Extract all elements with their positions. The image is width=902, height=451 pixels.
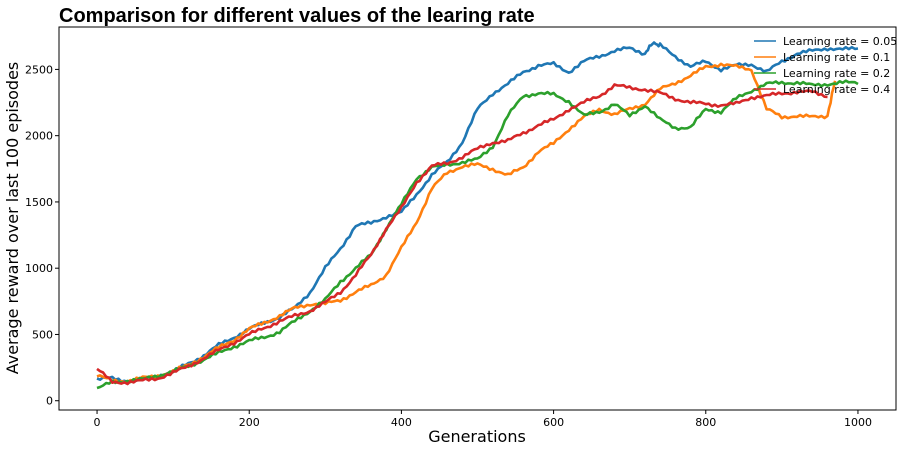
y-tick-label: 2500 [25, 63, 53, 76]
legend-label: Learning rate = 0.2 [783, 67, 890, 80]
y-axis-label: Average reward over last 100 episodes [3, 62, 22, 375]
x-tick-label: 400 [391, 416, 412, 429]
series-line [96, 62, 837, 384]
series-line [96, 83, 828, 386]
series-line [96, 79, 859, 390]
y-tick-label: 1000 [25, 262, 53, 275]
chart-title: Comparison for different values of the l… [59, 5, 535, 27]
x-tick-label: 800 [695, 416, 716, 429]
x-tick-label: 600 [543, 416, 564, 429]
x-axis: 0 200 400 600 800 1000 [94, 410, 872, 429]
series-line [96, 41, 859, 384]
x-tick-label: 200 [239, 416, 260, 429]
plot-frame [58, 26, 897, 411]
x-axis-label: Generations [428, 427, 526, 446]
legend: Learning rate = 0.05 Learning rate = 0.1 L… [754, 35, 897, 96]
y-axis: 0 500 1000 1500 2000 2500 [25, 63, 59, 408]
y-tick-label: 0 [46, 395, 53, 408]
legend-label: Learning rate = 0.05 [783, 35, 897, 48]
legend-label: Learning rate = 0.4 [783, 83, 890, 96]
series-layer [96, 41, 859, 390]
y-tick-label: 2000 [25, 130, 53, 143]
y-tick-label: 1500 [25, 196, 53, 209]
y-tick-label: 500 [32, 328, 53, 341]
x-tick-label: 1000 [844, 416, 872, 429]
legend-label: Learning rate = 0.1 [783, 51, 890, 64]
x-tick-label: 0 [94, 416, 101, 429]
